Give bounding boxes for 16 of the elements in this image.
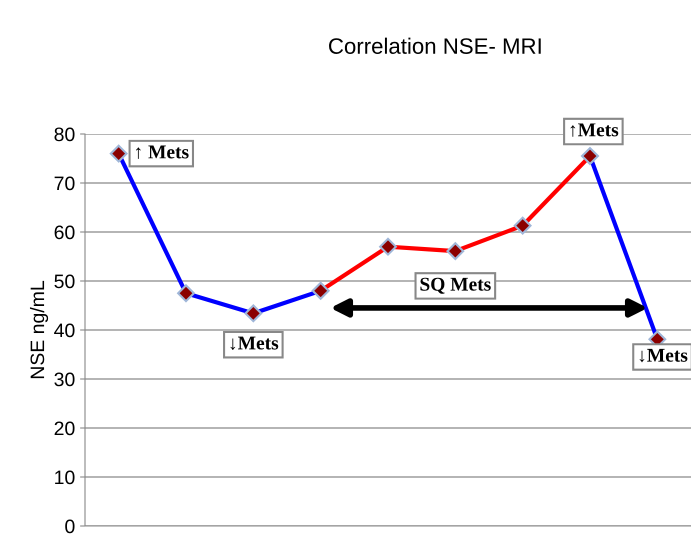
y-tick-label: 10 (55, 470, 75, 484)
y-tick-label: 30 (54, 372, 75, 386)
y-tick-label: 80 (54, 127, 75, 142)
chart-title: Correlation NSE- MRI (329, 38, 541, 54)
annotation: ↑ Mets (136, 146, 189, 159)
y-tick-label: 40 (54, 323, 75, 338)
y-tick-label: 50 (54, 274, 75, 288)
y-axis-title: NSE ng/mL (30, 280, 48, 378)
y-tick-label: 0 (65, 519, 75, 534)
annotation: ↓Mets (230, 336, 278, 350)
y-tick-label: 60 (54, 225, 75, 240)
y-tick-label: 70 (54, 176, 75, 190)
annotation: ↑Mets (570, 123, 618, 137)
y-tick-label: 20 (54, 421, 75, 436)
annotation: SQ Mets (420, 278, 491, 294)
annotation: ↓Mets (640, 348, 688, 362)
